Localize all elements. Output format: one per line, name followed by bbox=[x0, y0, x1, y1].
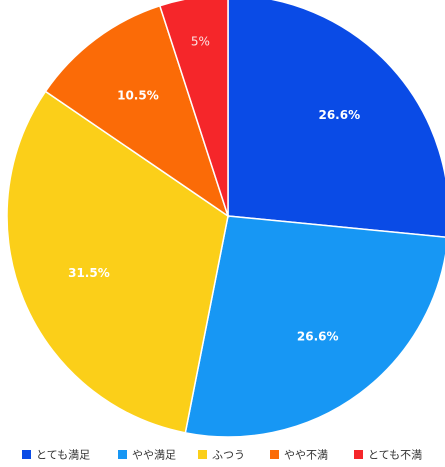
slice-value-label-neutral: 31.5% bbox=[68, 266, 110, 280]
pie-slice-neutral[interactable] bbox=[6, 90, 229, 434]
legend-label-neutral: ふつう bbox=[212, 449, 245, 462]
legend-swatch-somewhat-satisfied bbox=[118, 450, 127, 459]
slice-value-label-very-dissatisfied: 5% bbox=[191, 34, 210, 48]
pie-slice-very-dissatisfied[interactable] bbox=[158, 0, 229, 217]
legend-swatch-very-satisfied bbox=[22, 450, 31, 459]
slice-value-label-somewhat-satisfied: 26.6% bbox=[297, 330, 339, 344]
legend-swatch-somewhat-dissatisfied bbox=[270, 450, 279, 459]
legend-item-very-dissatisfied[interactable]: とても不満 bbox=[354, 449, 422, 462]
pie-slice-somewhat-dissatisfied[interactable] bbox=[44, 4, 230, 218]
legend-item-very-satisfied[interactable]: とても満足 bbox=[22, 449, 90, 462]
legend: とても満足 やや満足 ふつう やや不満 とても不満 bbox=[22, 449, 422, 462]
legend-label-somewhat-satisfied: やや満足 bbox=[132, 449, 176, 462]
pie-slice-labels: 26.6% 26.6% 31.5% 10.5% 5% bbox=[68, 34, 360, 343]
legend-item-somewhat-satisfied[interactable]: やや満足 bbox=[118, 449, 176, 462]
legend-swatch-very-dissatisfied bbox=[354, 450, 363, 459]
legend-label-very-dissatisfied: とても不満 bbox=[368, 449, 422, 462]
pie-slice-very-satisfied[interactable] bbox=[227, 0, 445, 238]
slice-value-label-very-satisfied: 26.6% bbox=[318, 108, 360, 122]
legend-label-somewhat-dissatisfied: やや不満 bbox=[284, 449, 328, 462]
legend-swatch-neutral bbox=[198, 450, 207, 459]
slice-value-label-somewhat-dissatisfied: 10.5% bbox=[117, 89, 159, 103]
pie-slice-somewhat-satisfied[interactable] bbox=[184, 215, 445, 438]
pie-slices bbox=[6, 0, 445, 438]
legend-item-neutral[interactable]: ふつう bbox=[198, 449, 245, 462]
legend-label-very-satisfied: とても満足 bbox=[36, 449, 90, 462]
legend-item-somewhat-dissatisfied[interactable]: やや不満 bbox=[270, 449, 328, 462]
